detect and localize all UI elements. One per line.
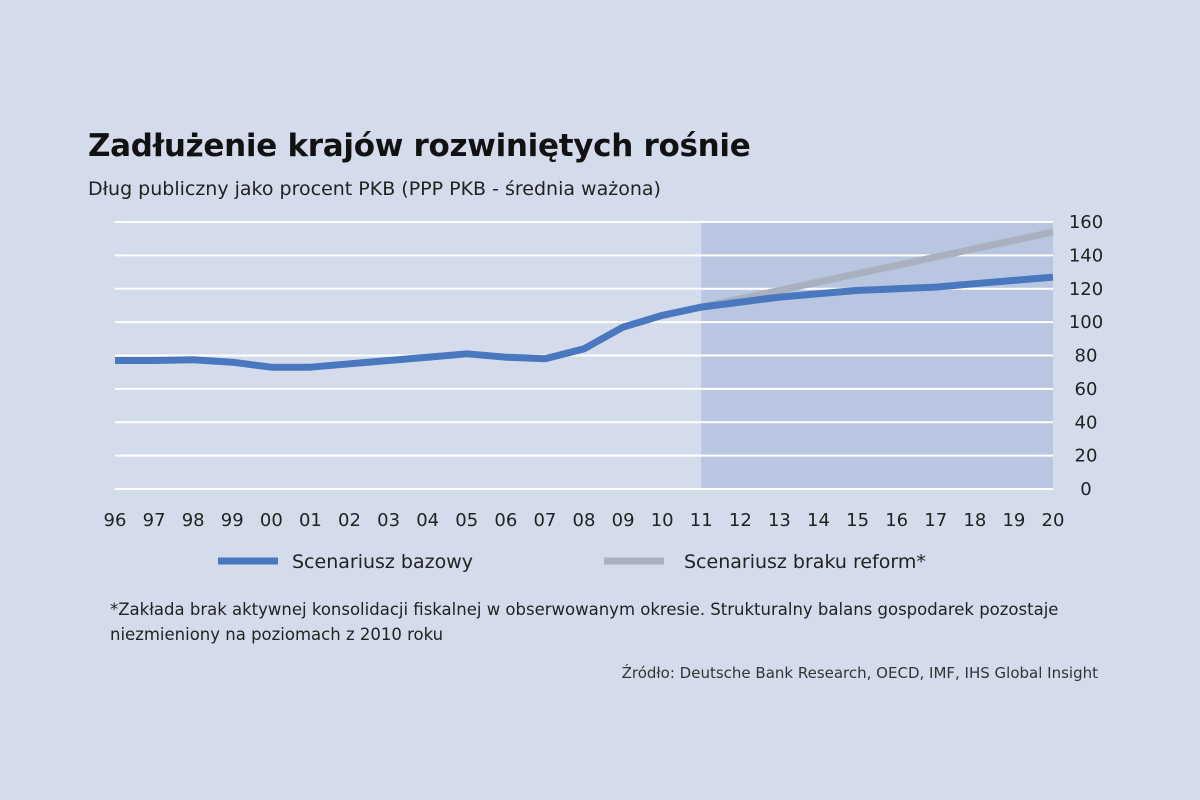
y-tick-label: 40	[1075, 412, 1098, 433]
x-tick-label: 19	[1002, 510, 1025, 531]
x-tick-label: 06	[494, 510, 517, 531]
x-tick-label: 02	[338, 510, 361, 531]
chart-footnote: *Zakłada brak aktywnej konsolidacji fisk…	[110, 600, 1059, 644]
series-line	[115, 273, 1054, 371]
chart-source: Źródło: Deutsche Bank Research, OECD, IM…	[621, 664, 1098, 682]
chart-subtitle: Dług publiczny jako procent PKB (PPP PKB…	[88, 178, 661, 200]
x-tick-label: 99	[221, 510, 244, 531]
x-tick-label: 98	[182, 510, 205, 531]
x-tick-label: 01	[299, 510, 322, 531]
x-tick-label: 13	[768, 510, 791, 531]
x-tick-label: 00	[260, 510, 283, 531]
y-tick-label: 0	[1080, 479, 1091, 500]
x-tick-label: 07	[533, 510, 556, 531]
x-tick-label: 03	[377, 510, 400, 531]
y-tick-label: 80	[1075, 346, 1098, 367]
y-tick-label: 160	[1069, 212, 1103, 233]
y-tick-label: 100	[1069, 312, 1103, 333]
y-tick-label: 60	[1075, 379, 1098, 400]
series-line	[700, 228, 1054, 311]
x-tick-label: 17	[924, 510, 947, 531]
x-tick-label: 05	[455, 510, 478, 531]
x-tick-label: 04	[416, 510, 439, 531]
x-tick-label: 15	[846, 510, 869, 531]
x-tick-label: 20	[1042, 510, 1065, 531]
chart-title: Zadłużenie krajów rozwiniętych rośnie	[88, 128, 751, 164]
x-tick-label: 96	[104, 510, 127, 531]
y-tick-label: 120	[1069, 279, 1103, 300]
x-tick-label: 08	[573, 510, 596, 531]
y-tick-label: 20	[1075, 446, 1098, 467]
legend-label: Scenariusz bazowy	[292, 551, 473, 573]
x-tick-label: 16	[885, 510, 908, 531]
x-tick-label: 10	[651, 510, 674, 531]
x-tick-label: 18	[963, 510, 986, 531]
x-tick-label: 97	[143, 510, 166, 531]
y-tick-label: 140	[1069, 245, 1103, 266]
x-tick-label: 09	[612, 510, 635, 531]
legend-label: Scenariusz braku reform*	[684, 551, 926, 573]
x-tick-label: 11	[690, 510, 713, 531]
x-tick-label: 14	[807, 510, 830, 531]
x-tick-label: 12	[729, 510, 752, 531]
